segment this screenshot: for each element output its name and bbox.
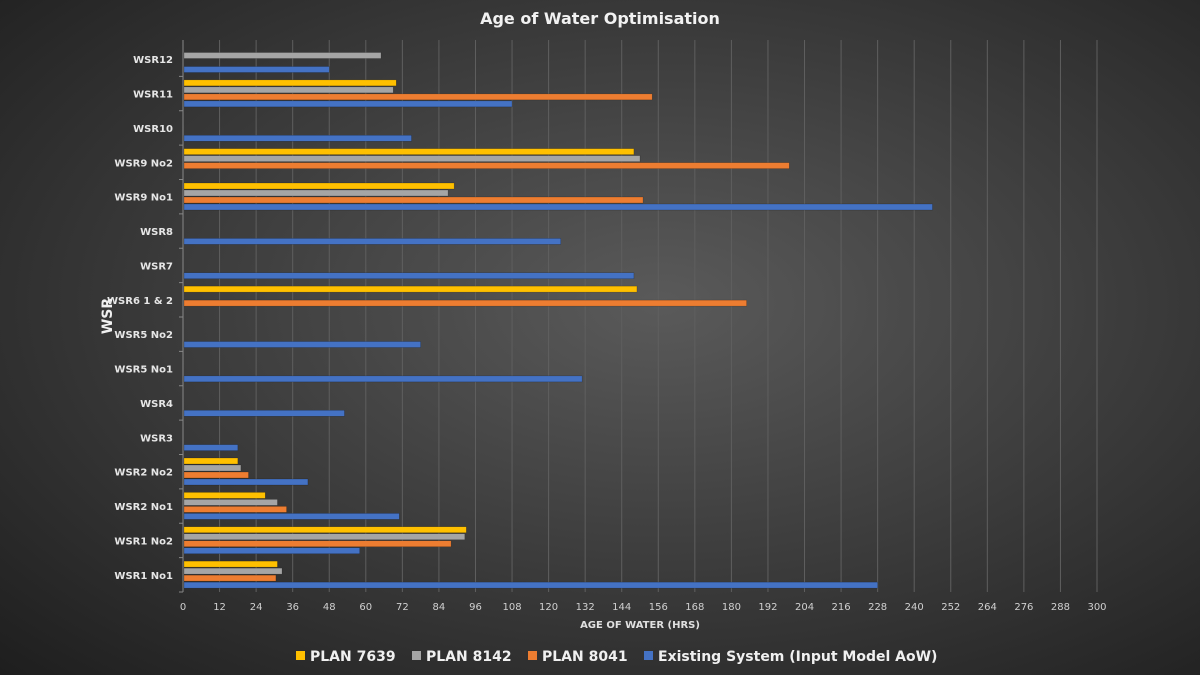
bar-existing-system-input-model-aow- <box>183 547 360 554</box>
bar-existing-system-input-model-aow- <box>183 66 330 73</box>
x-tick-label: 0 <box>180 602 186 613</box>
bar-existing-system-input-model-aow- <box>183 341 421 348</box>
bar-plan-7639 <box>183 457 239 465</box>
y-axis-title: WSR <box>100 298 116 335</box>
bar-plan-8041 <box>183 574 277 582</box>
bar-plan-7639 <box>183 148 635 155</box>
bar-existing-system-input-model-aow- <box>183 478 309 486</box>
bar-existing-system-input-model-aow- <box>183 375 583 383</box>
bar-plan-8041 <box>183 540 452 547</box>
y-category-label: WSR11 <box>133 90 173 101</box>
bar-existing-system-input-model-aow- <box>183 410 345 417</box>
x-axis-ticks: 0 12 24 36 48 60 72 84 96 108 120 132 144 156 168 180 19… <box>180 602 1107 613</box>
x-tick-label: 72 <box>396 602 409 613</box>
legend-swatch <box>412 651 421 660</box>
bar-existing-system-input-model-aow- <box>183 513 400 520</box>
bar-existing-system-input-model-aow- <box>183 581 878 589</box>
bar-plan-8041 <box>183 299 747 307</box>
bar-existing-system-input-model-aow- <box>183 238 562 245</box>
bar-plan-8142 <box>183 464 242 472</box>
y-category-label: WSR2 No1 <box>114 502 173 513</box>
x-tick-label: 60 <box>359 602 372 613</box>
x-tick-label: 252 <box>941 602 960 613</box>
legend-label: Existing System (Input Model AoW) <box>658 649 937 665</box>
legend-label: PLAN 7639 <box>310 649 396 665</box>
bar-plan-8041 <box>183 506 287 513</box>
bar-plan-7639 <box>183 79 397 87</box>
x-tick-label: 24 <box>250 602 263 613</box>
x-tick-label: 180 <box>722 602 741 613</box>
x-tick-label: 276 <box>1014 602 1033 613</box>
bar-plan-8041 <box>183 93 653 101</box>
bar-plan-8041 <box>183 196 644 204</box>
x-axis-title: AGE OF WATER (HRS) <box>580 620 700 631</box>
bar-existing-system-input-model-aow- <box>183 444 239 451</box>
y-category-label: WSR1 No1 <box>114 571 173 582</box>
y-category-label: WSR10 <box>133 124 173 135</box>
bar-plan-7639 <box>183 285 638 293</box>
bar-plan-8142 <box>183 533 466 540</box>
bar-plan-7639 <box>183 526 467 533</box>
y-category-label: WSR5 No1 <box>114 365 173 376</box>
y-category-label: WSR7 <box>140 261 173 272</box>
x-tick-label: 192 <box>758 602 777 613</box>
x-tick-label: 240 <box>905 602 924 613</box>
y-category-label: WSR6 1 & 2 <box>107 296 173 307</box>
bar-plan-8142 <box>183 155 641 162</box>
x-tick-label: 156 <box>649 602 668 613</box>
x-tick-label: 108 <box>502 602 521 613</box>
x-tick-label: 168 <box>685 602 704 613</box>
y-category-label: WSR9 No2 <box>114 158 173 169</box>
x-tick-label: 264 <box>978 602 997 613</box>
x-tick-label: 144 <box>612 602 631 613</box>
bar-plan-8041 <box>183 471 249 479</box>
legend-swatch <box>528 651 537 660</box>
x-tick-label: 36 <box>286 602 299 613</box>
x-tick-label: 132 <box>576 602 595 613</box>
bar-plan-8142 <box>183 86 394 94</box>
bar-plan-7639 <box>183 560 278 568</box>
x-tick-label: 216 <box>832 602 851 613</box>
x-tick-label: 204 <box>795 602 814 613</box>
bar-existing-system-input-model-aow- <box>183 203 933 211</box>
bar-existing-system-input-model-aow- <box>183 272 635 279</box>
bar-existing-system-input-model-aow- <box>183 100 513 108</box>
gridlines <box>219 40 1098 592</box>
legend: PLAN 7639 PLAN 8142 PLAN 8041 Existing Syst… <box>296 649 937 665</box>
bar-plan-7639 <box>183 492 266 499</box>
y-axis-labels: WSR1 No1 WSR1 No2 WSR2 No1 WSR2 No2 WSR3 WSR4… <box>107 55 183 593</box>
legend-swatch <box>296 651 305 660</box>
bar-plan-8142 <box>183 567 283 575</box>
x-tick-label: 96 <box>469 602 482 613</box>
y-category-label: WSR4 <box>140 399 173 410</box>
x-tick-label: 228 <box>868 602 887 613</box>
x-tick-label: 288 <box>1051 602 1070 613</box>
y-category-label: WSR12 <box>133 55 173 66</box>
y-category-label: WSR8 <box>140 227 173 238</box>
bar-plan-8142 <box>183 499 278 506</box>
y-category-label: WSR9 No1 <box>114 193 173 204</box>
x-tick-label: 84 <box>433 602 446 613</box>
x-tick-label: 48 <box>323 602 336 613</box>
chart-title: Age of Water Optimisation <box>480 9 720 28</box>
y-category-label: WSR5 No2 <box>114 330 173 341</box>
bars <box>183 52 933 589</box>
legend-label: PLAN 8041 <box>542 649 628 665</box>
y-category-label: WSR3 <box>140 433 173 444</box>
x-tick-label: 12 <box>213 602 226 613</box>
y-category-label: WSR1 No2 <box>114 536 173 547</box>
y-category-label: WSR2 No2 <box>114 468 173 479</box>
bar-plan-7639 <box>183 182 455 190</box>
bar-plan-8142 <box>183 52 382 59</box>
legend-label: PLAN 8142 <box>426 649 512 665</box>
x-tick-label: 300 <box>1087 602 1106 613</box>
bar-existing-system-input-model-aow- <box>183 135 412 142</box>
bar-plan-8142 <box>183 189 449 197</box>
x-tick-label: 120 <box>539 602 558 613</box>
bar-plan-8041 <box>183 162 790 169</box>
legend-swatch <box>644 651 653 660</box>
